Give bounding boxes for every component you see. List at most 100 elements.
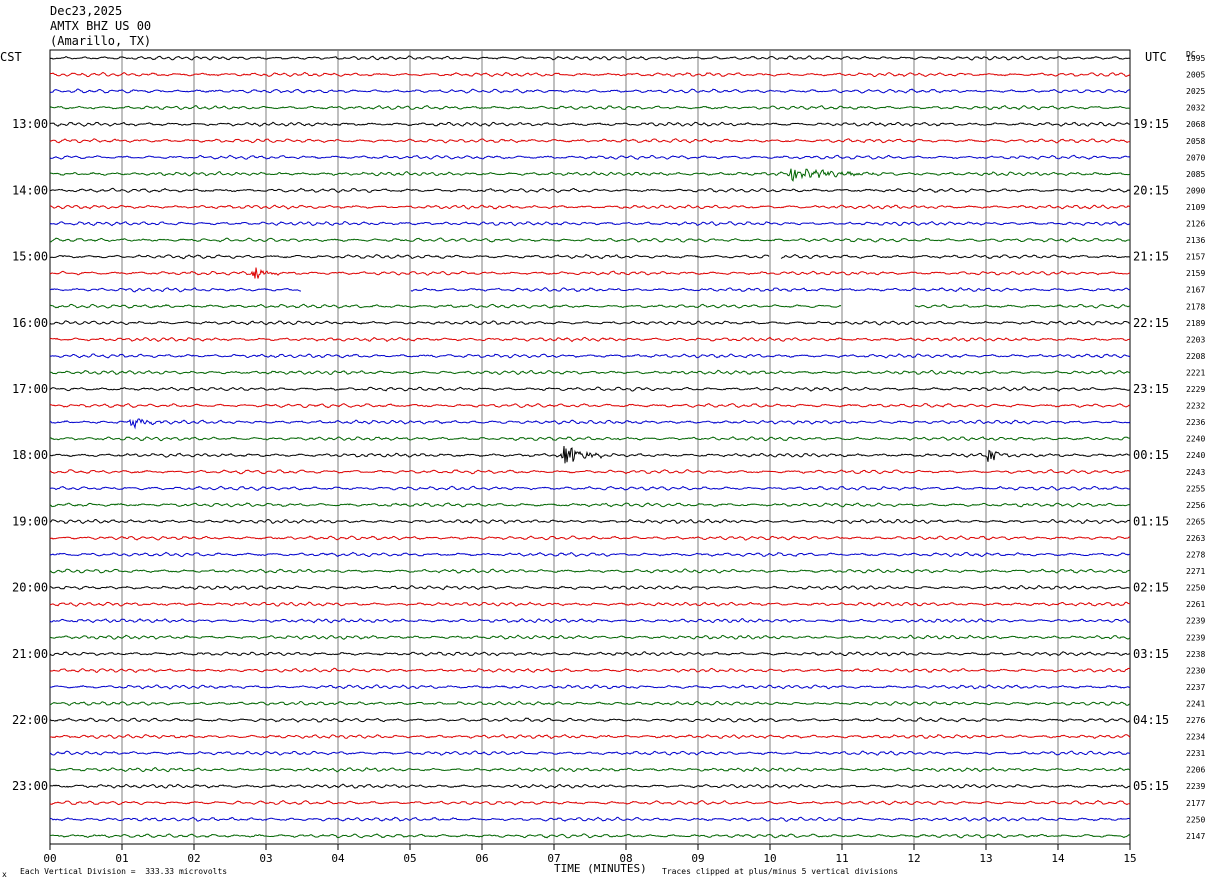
left-hour-label: 21:00	[12, 647, 48, 661]
left-hour-label: 18:00	[12, 448, 48, 462]
trace-line	[49, 436, 1131, 442]
trace-line	[50, 418, 1131, 430]
dc-offset-label: 2265	[1186, 517, 1205, 526]
x-tick-label: 00	[43, 852, 56, 865]
trace-line	[49, 551, 1131, 558]
clip-note: Traces clipped at plus/minus 5 vertical …	[662, 867, 899, 876]
x-tick-label: 11	[835, 852, 848, 865]
trace-line	[49, 667, 1131, 674]
x-tick-label: 01	[115, 852, 128, 865]
trace-line	[49, 187, 1131, 194]
trace-line	[49, 267, 1131, 279]
trace-line	[49, 750, 1130, 756]
trace-line	[49, 88, 1131, 94]
trace-line	[49, 402, 1130, 409]
dc-offset-label: 2167	[1186, 286, 1205, 295]
trace-line	[49, 733, 1131, 740]
trace-line	[49, 651, 1131, 657]
dc-offset-label: 2208	[1186, 352, 1205, 361]
dc-offset-label: 2109	[1186, 203, 1205, 212]
trace-line	[49, 121, 1131, 127]
trace-line	[50, 369, 1131, 376]
right-hour-label: 05:15	[1133, 779, 1169, 793]
trace-line	[49, 518, 1131, 525]
dc-offset-label: 2234	[1186, 733, 1205, 742]
dc-offset-label: 2240	[1186, 451, 1205, 460]
x-axis-title: TIME (MINUTES)	[554, 862, 647, 875]
scale-note: Each Vertical Division = 333.33 microvol…	[20, 867, 228, 876]
dc-offset-label: 2126	[1186, 220, 1205, 229]
x-tick-label: 09	[691, 852, 704, 865]
dc-offset-label: 2206	[1186, 766, 1205, 775]
dc-offset-label: 2090	[1186, 186, 1205, 195]
dc-offset-label: 2178	[1186, 302, 1205, 311]
dc-offset-label: 2136	[1186, 236, 1205, 245]
dc-offset-label: 2159	[1186, 269, 1205, 278]
left-hour-label: 20:00	[12, 581, 48, 595]
trace-line	[49, 320, 1131, 326]
minute-grid	[49, 50, 1131, 850]
trace-line	[49, 168, 1131, 182]
trace-line	[49, 303, 1131, 309]
x-tick-label: 03	[259, 852, 272, 865]
trace-line	[49, 237, 1131, 243]
dc-offset-label: 2239	[1186, 782, 1205, 791]
dc-offset-label: 2271	[1186, 567, 1205, 576]
trace-line	[49, 55, 1130, 61]
dc-column-header: DC	[1186, 50, 1196, 59]
trace-line	[49, 535, 1131, 541]
dc-offset-label: 1995	[1186, 54, 1205, 63]
dc-offset-label: 2261	[1186, 600, 1205, 609]
right-hour-label: 02:15	[1133, 581, 1169, 595]
dc-offset-label: 2250	[1186, 584, 1205, 593]
dc-offset-label: 2278	[1186, 551, 1205, 560]
x-tick-label: 12	[907, 852, 920, 865]
trace-line	[49, 154, 1131, 160]
dc-offset-label: 2025	[1186, 87, 1205, 96]
left-hour-label: 13:00	[12, 117, 48, 131]
trace-line	[50, 767, 1131, 773]
seismic-traces	[49, 55, 1131, 839]
dc-offset-label: 2240	[1186, 435, 1205, 444]
x-tick-label: 15	[1123, 852, 1136, 865]
trace-line	[49, 71, 1131, 78]
dc-offset-label: 2177	[1186, 799, 1205, 808]
dc-offset-label: 2255	[1186, 484, 1205, 493]
trace-line	[49, 799, 1131, 806]
trace-line	[49, 469, 1131, 475]
trace-line	[49, 445, 1131, 464]
left-hour-label: 19:00	[12, 514, 48, 528]
x-tick-label: 06	[475, 852, 488, 865]
trace-line	[49, 601, 1131, 607]
dc-offset-label: 2085	[1186, 170, 1205, 179]
right-hour-label: 04:15	[1133, 713, 1169, 727]
dc-offset-label: 2068	[1186, 120, 1205, 129]
right-timezone-label: UTC	[1145, 50, 1167, 64]
corner-mark: x	[2, 870, 7, 879]
right-hour-label: 20:15	[1133, 183, 1169, 197]
trace-line	[49, 353, 1131, 359]
trace-line	[49, 336, 1131, 343]
trace-line	[49, 204, 1131, 210]
right-hour-label: 23:15	[1133, 382, 1169, 396]
trace-line	[49, 485, 1131, 491]
x-tick-label: 07	[547, 852, 560, 865]
dc-offset-label: 2203	[1186, 335, 1205, 344]
dc-offset-label: 2236	[1186, 418, 1205, 427]
left-hour-label: 15:00	[12, 250, 48, 264]
left-hour-label: 16:00	[12, 316, 48, 330]
trace-line	[49, 502, 1131, 508]
trace-line	[49, 220, 1131, 227]
trace-line	[49, 700, 1131, 706]
trace-line	[49, 253, 1131, 260]
right-hour-label: 19:15	[1133, 117, 1169, 131]
trace-line	[49, 584, 1131, 591]
right-hour-label: 22:15	[1133, 316, 1169, 330]
dc-offset-label: 2157	[1186, 253, 1205, 262]
station-location: (Amarillo, TX)	[50, 34, 152, 48]
right-hour-label: 01:15	[1133, 514, 1169, 528]
dc-offset-label: 2243	[1186, 468, 1205, 477]
dc-offset-label: 2239	[1186, 617, 1205, 626]
x-tick-label: 13	[979, 852, 992, 865]
